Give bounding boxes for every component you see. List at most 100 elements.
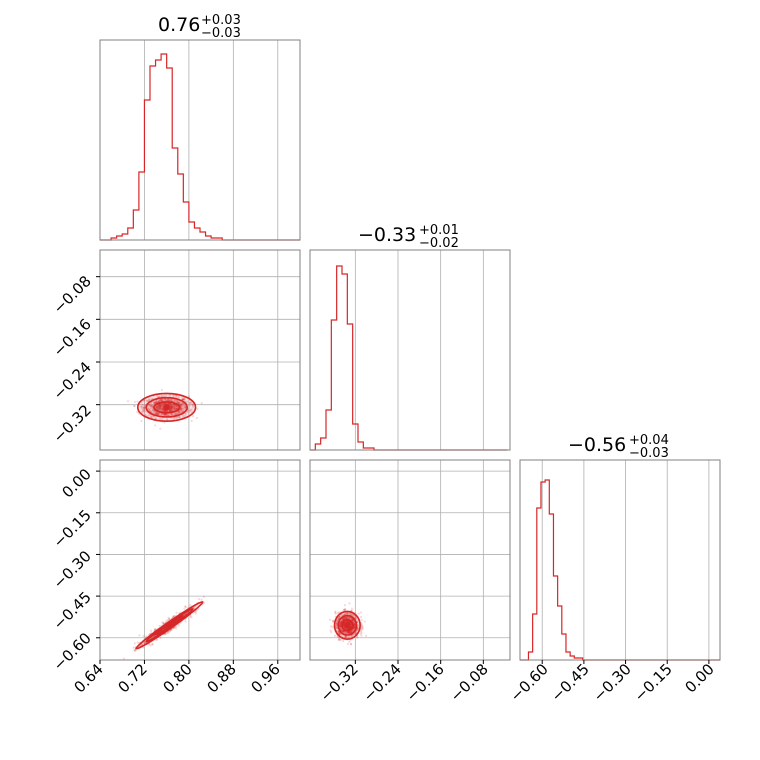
scatter-12-point-674 bbox=[341, 618, 344, 621]
scatter-01-point-831 bbox=[175, 401, 178, 404]
scatter-01-point-433 bbox=[159, 398, 163, 402]
scatter-01-point-602 bbox=[172, 407, 175, 410]
scatter-01-point-94 bbox=[157, 395, 160, 399]
scatter-02-point-704 bbox=[158, 624, 161, 627]
scatter-02-point-323 bbox=[200, 598, 203, 601]
title-median-0: 0.76 bbox=[158, 14, 200, 36]
scatter-12-point-460 bbox=[346, 632, 349, 635]
scatter-01-point-325 bbox=[168, 402, 171, 405]
scatter-12-point-195 bbox=[339, 622, 342, 625]
scatter-01-point-147 bbox=[155, 412, 158, 415]
histogram-step-0 bbox=[100, 53, 300, 241]
scatter-01-point-61 bbox=[175, 399, 178, 402]
scatter-12-point-221 bbox=[361, 625, 364, 628]
scatter-01-point-383 bbox=[155, 406, 158, 409]
scatter-01-point-429 bbox=[167, 402, 171, 405]
scatter-01-point-741 bbox=[177, 400, 180, 403]
scatter-01-point-569 bbox=[168, 409, 171, 412]
scatter-12-point-769 bbox=[346, 617, 349, 620]
scatter-01-point-263 bbox=[148, 398, 151, 401]
panel-frame-r1-c1 bbox=[309, 249, 511, 451]
scatter-12-point-563 bbox=[345, 620, 348, 623]
scatter-01-point-316 bbox=[155, 412, 159, 416]
scatter-01-point-561 bbox=[172, 418, 175, 421]
scatter-01-point-126 bbox=[182, 398, 185, 401]
scatter-12-point-465 bbox=[359, 632, 363, 635]
scatter-01-point-618 bbox=[153, 401, 156, 404]
scatter-12-point-6 bbox=[342, 630, 345, 633]
scatter-01-point-476 bbox=[173, 406, 176, 409]
scatter-01-point-221 bbox=[183, 414, 186, 417]
scatter-12-point-347 bbox=[339, 623, 342, 626]
scatter-01-point-684 bbox=[180, 404, 183, 408]
xtick-label-c1-3: −0.08 bbox=[447, 660, 492, 705]
scatter-12-point-662 bbox=[347, 617, 351, 620]
scatter-01-point-283 bbox=[165, 417, 169, 421]
scatter-12-point-15 bbox=[350, 617, 353, 621]
scatter-12-point-213 bbox=[348, 631, 351, 634]
scatter-01-point-401 bbox=[161, 408, 164, 411]
scatter-02-point-346 bbox=[134, 649, 137, 653]
scatter-12-point-374 bbox=[332, 620, 335, 623]
scatter-01-point-117 bbox=[174, 407, 177, 411]
scatter-01-point-790 bbox=[162, 404, 165, 407]
scatter-01-point-365 bbox=[155, 400, 158, 403]
scatter-12-point-752 bbox=[352, 625, 356, 628]
scatter-01-point-180 bbox=[160, 403, 163, 406]
scatter-12-point-1 bbox=[349, 630, 352, 633]
scatter-01-point-5 bbox=[142, 409, 145, 412]
scatter-12-point-267 bbox=[350, 624, 353, 627]
scatter-12-point-75 bbox=[351, 629, 354, 632]
scatter-01-point-774 bbox=[175, 405, 179, 408]
scatter-12-point-105 bbox=[334, 612, 337, 615]
scatter-12-point-346 bbox=[340, 620, 343, 623]
scatter-12-point-204 bbox=[352, 627, 355, 630]
scatter-12-point-282 bbox=[356, 628, 359, 631]
scatter-01-point-440 bbox=[175, 411, 178, 415]
scatter-12-point-326 bbox=[360, 618, 363, 622]
scatter-01-point-20 bbox=[178, 415, 181, 418]
scatter-12-point-575 bbox=[348, 631, 351, 635]
scatter-01-point-556 bbox=[157, 407, 160, 410]
scatter-02-point-386 bbox=[133, 642, 136, 645]
scatter-02-point-12 bbox=[164, 632, 167, 636]
scatter-layer bbox=[122, 388, 368, 660]
scatter-01-point-188 bbox=[158, 404, 161, 407]
scatter-01-point-428 bbox=[182, 398, 185, 401]
xtick-label-c0-2: 0.80 bbox=[159, 660, 195, 696]
scatter-01-point-243 bbox=[158, 417, 161, 420]
scatter-12-point-35 bbox=[350, 635, 353, 638]
scatter-01-point-343 bbox=[173, 408, 176, 411]
scatter-12-point-233 bbox=[342, 625, 345, 629]
scatter-12-point-778 bbox=[339, 622, 342, 625]
scatter-01-point-31 bbox=[147, 408, 150, 411]
scatter-01-point-288 bbox=[183, 405, 186, 408]
scatter-01-point-286 bbox=[183, 406, 186, 409]
scatter-12-point-296 bbox=[349, 642, 353, 645]
scatter-12-point-344 bbox=[352, 620, 355, 623]
scatter-01-point-45 bbox=[163, 402, 166, 405]
scatter-01-point-705 bbox=[167, 409, 170, 412]
scatter-01-point-172 bbox=[159, 405, 162, 408]
scatter-01-point-470 bbox=[159, 405, 162, 408]
scatter-01-point-648 bbox=[149, 414, 153, 417]
scatter-12-point-377 bbox=[338, 624, 342, 627]
scatter-01-point-877 bbox=[161, 408, 164, 411]
scatter-01-point-40 bbox=[181, 398, 185, 401]
scatter-01-point-142 bbox=[155, 412, 158, 415]
scatter-01-point-577 bbox=[154, 401, 157, 404]
scatter-01-point-305 bbox=[170, 406, 173, 409]
scatter-01-point-482 bbox=[140, 407, 143, 410]
scatter-12-point-26 bbox=[350, 618, 354, 621]
scatter-12-point-370 bbox=[345, 616, 348, 620]
scatter-01-point-596 bbox=[186, 411, 189, 414]
scatter-12-point-625 bbox=[339, 625, 342, 628]
scatter-01-point-760 bbox=[178, 416, 181, 419]
scatter-01-point-363 bbox=[155, 411, 158, 414]
scatter-12-point-633 bbox=[346, 631, 350, 634]
scatter-12-point-261 bbox=[346, 620, 349, 623]
scatter-01-point-794 bbox=[162, 408, 165, 411]
scatter-12-point-888 bbox=[342, 618, 345, 621]
scatter-01-point-725 bbox=[153, 412, 157, 415]
scatter-01-point-216 bbox=[170, 405, 173, 408]
